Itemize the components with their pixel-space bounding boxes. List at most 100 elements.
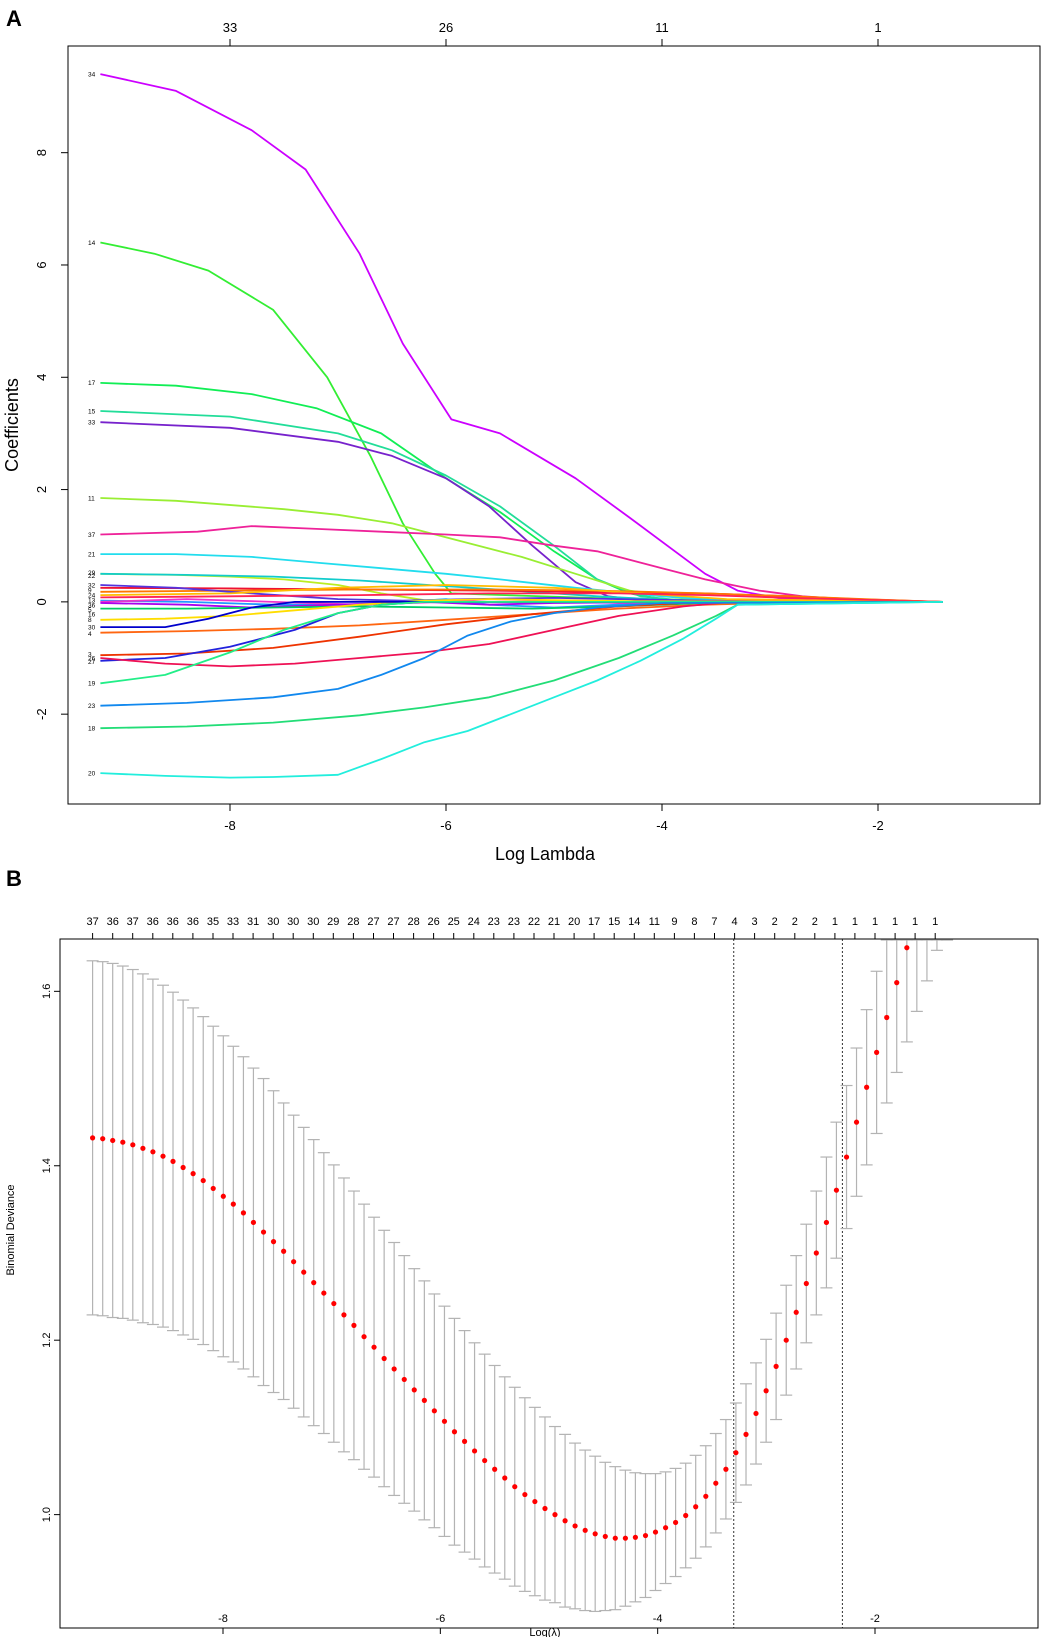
top-tick-label: 1 (892, 916, 898, 928)
coef-path-27 (100, 602, 942, 667)
top-tick-label: 33 (223, 20, 237, 35)
y-tick-label: 1.0 (41, 1507, 53, 1522)
mean-deviance-point (150, 1149, 155, 1154)
y-axis-ticks: -202468 (34, 149, 68, 720)
panel-a-y-axis-title: Coefficients (2, 378, 22, 472)
path-label-23: 23 (88, 703, 96, 710)
mean-deviance-point (512, 1484, 517, 1489)
panel-b-y-axis-title: Binomial Deviance (5, 1184, 17, 1275)
mean-deviance-point (392, 1366, 397, 1371)
top-tick-label: 36 (187, 916, 199, 928)
mean-deviance-point (281, 1249, 286, 1254)
mean-deviance-point (743, 1432, 748, 1437)
top-tick-label: 36 (107, 916, 119, 928)
top-tick-label: 30 (267, 916, 279, 928)
panel-a-plot-frame (68, 46, 1040, 804)
mean-deviance-point (794, 1310, 799, 1315)
top-tick-label: 36 (167, 916, 179, 928)
top-tick-label: 28 (347, 916, 359, 928)
mean-deviance-point (884, 1015, 889, 1020)
mean-deviance-point (462, 1439, 467, 1444)
panel-b-x-axis-title: Log(λ) (529, 1627, 560, 1637)
top-tick-label: 26 (439, 20, 453, 35)
mean-deviance-point (90, 1135, 95, 1140)
top-tick-label: 1 (852, 916, 858, 928)
top-tick-label: 4 (732, 916, 738, 928)
x-tick-label: -4 (656, 818, 668, 833)
mean-deviance-point (100, 1136, 105, 1141)
mean-deviance-point (532, 1499, 537, 1504)
mean-deviance-point (623, 1536, 628, 1541)
x-axis-ticks: -8 -6 -4 -2 (224, 804, 884, 833)
mean-deviance-point (351, 1323, 356, 1328)
y-tick-label: 1.6 (41, 984, 53, 999)
x-tick-label: -6 (440, 818, 452, 833)
mean-deviance-point (583, 1528, 588, 1533)
mean-deviance-point (804, 1281, 809, 1286)
mean-deviance-point (693, 1504, 698, 1509)
mean-deviance-point (170, 1159, 175, 1164)
top-tick-label: 20 (568, 916, 580, 928)
top-tick-label: 36 (147, 916, 159, 928)
mean-deviance-point (542, 1506, 547, 1511)
mean-deviance-point (311, 1280, 316, 1285)
y-axis-ticks: 1.01.21.41.6 (41, 984, 60, 1523)
top-tick-label: 3 (752, 916, 758, 928)
mean-deviance-point (613, 1536, 618, 1541)
mean-deviance-point (261, 1229, 266, 1234)
path-label-4: 4 (88, 631, 92, 638)
mean-deviance-point (844, 1154, 849, 1159)
figure: A 34141715331137212922329241336516830432… (0, 0, 1049, 1637)
mean-deviance-point (181, 1165, 186, 1170)
top-tick-label: 30 (307, 916, 319, 928)
mean-deviance-point (251, 1220, 256, 1225)
mean-deviance-point (422, 1398, 427, 1403)
mean-deviance-point (643, 1533, 648, 1538)
mean-deviance-point (522, 1492, 527, 1497)
mean-deviance-point (341, 1312, 346, 1317)
x-tick-label: -6 (435, 1613, 445, 1625)
mean-deviance-point (723, 1467, 728, 1472)
top-axis-ticks: 37 36 37 36 36 36 35 33 31 30 30 30 29 28 27 27 28 26 25 24… (86, 916, 938, 939)
top-tick-label: 31 (247, 916, 259, 928)
mean-deviance-point (774, 1364, 779, 1369)
path-label-17: 17 (88, 380, 96, 387)
y-tick-label: 1.2 (41, 1333, 53, 1348)
top-tick-label: 23 (488, 916, 500, 928)
top-tick-label: 35 (207, 916, 219, 928)
top-tick-label: 22 (528, 916, 540, 928)
path-label-19: 19 (88, 681, 96, 688)
mean-deviance-point (603, 1534, 608, 1539)
mean-deviance-point (402, 1377, 407, 1382)
y-tick-label: 2 (34, 486, 49, 493)
y-tick-label: 0 (34, 598, 49, 605)
top-tick-label: 25 (448, 916, 460, 928)
x-tick-label: -2 (870, 1613, 880, 1625)
mean-deviance-point (211, 1186, 216, 1191)
top-tick-label: 9 (671, 916, 677, 928)
top-tick-label: 30 (287, 916, 299, 928)
mean-deviance-point (231, 1202, 236, 1207)
mean-deviance-point (834, 1188, 839, 1193)
path-label-27: 27 (88, 659, 96, 666)
y-tick-label: 8 (34, 149, 49, 156)
mean-deviance-point (191, 1171, 196, 1176)
path-label-20: 20 (88, 770, 96, 777)
mean-deviance-point (432, 1408, 437, 1413)
mean-deviance-point (442, 1419, 447, 1424)
mean-deviance-point (472, 1448, 477, 1453)
mean-deviance-point (130, 1142, 135, 1147)
mean-deviance-point (331, 1301, 336, 1306)
path-label-15: 15 (88, 408, 96, 415)
x-tick-label: -8 (218, 1613, 228, 1625)
panel-b-letter: B (6, 866, 22, 891)
y-tick-label: -2 (34, 708, 49, 720)
mean-deviance-point (110, 1138, 115, 1143)
mean-deviance-point (221, 1194, 226, 1199)
top-tick-label: 37 (127, 916, 139, 928)
mean-deviance-point (854, 1120, 859, 1125)
mean-deviance-point (673, 1520, 678, 1525)
mean-deviance-point (713, 1481, 718, 1486)
mean-deviance-point (864, 1085, 869, 1090)
top-tick-label: 2 (812, 916, 818, 928)
